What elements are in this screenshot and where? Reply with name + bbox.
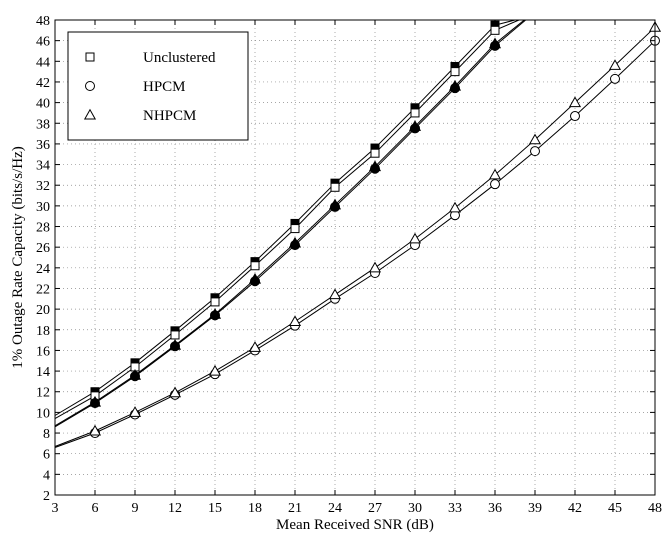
series-3-point bbox=[328, 198, 342, 210]
series-3-point bbox=[488, 37, 502, 49]
series-5-point bbox=[288, 315, 302, 327]
series-5-point bbox=[368, 261, 382, 273]
legend-marker-circle bbox=[85, 81, 95, 91]
series-5-point bbox=[408, 232, 422, 244]
series-3-point bbox=[248, 272, 262, 284]
series-3-point bbox=[168, 339, 182, 350]
y-tick-label: 28 bbox=[36, 221, 50, 236]
series-4-point bbox=[530, 146, 540, 157]
y-tick-label: 22 bbox=[36, 282, 50, 297]
series-1-point bbox=[330, 182, 340, 192]
y-tick-label: 36 bbox=[36, 138, 50, 153]
y-tick-label: 6 bbox=[43, 448, 50, 463]
y-tick-label: 32 bbox=[36, 179, 50, 194]
series-5-point bbox=[128, 406, 142, 417]
series-5-point bbox=[568, 96, 582, 108]
series-markers bbox=[88, 20, 662, 439]
y-tick-label: 30 bbox=[36, 200, 50, 215]
y-tick-label: 18 bbox=[36, 324, 50, 339]
y-tick-label: 4 bbox=[43, 468, 50, 483]
y-tick-label: 48 bbox=[36, 14, 50, 29]
legend: Unclustered HPCM NHPCM bbox=[67, 31, 249, 141]
x-tick-label: 33 bbox=[448, 501, 462, 516]
y-tick-label: 44 bbox=[36, 55, 50, 70]
series-5-line bbox=[54, 26, 656, 447]
x-tick-label: 39 bbox=[528, 501, 542, 516]
series-5-point bbox=[608, 59, 622, 70]
legend-box bbox=[67, 31, 249, 141]
x-tick-label: 24 bbox=[328, 501, 342, 516]
series-1-point bbox=[490, 25, 500, 35]
x-tick-label: 21 bbox=[288, 501, 302, 516]
series-3-point bbox=[368, 160, 382, 172]
y-tick-label: 26 bbox=[36, 241, 50, 256]
y-tick-label: 24 bbox=[36, 262, 50, 277]
x-tick-label: 6 bbox=[92, 501, 99, 516]
series-3-point bbox=[408, 120, 422, 131]
plot-frame bbox=[54, 19, 656, 496]
x-tick-label: 18 bbox=[248, 501, 262, 516]
series-5-point bbox=[328, 288, 342, 300]
y-axis-label: 1% Outage Rate Capacity (bits/s/Hz) bbox=[10, 146, 26, 368]
series-3-point bbox=[288, 236, 302, 248]
series-1-point bbox=[170, 330, 180, 340]
y-tick-label: 38 bbox=[36, 117, 50, 132]
series-3-point bbox=[128, 369, 142, 380]
y-tick-label: 20 bbox=[36, 303, 50, 318]
series-4-line bbox=[54, 40, 656, 448]
series-1-point bbox=[210, 297, 220, 307]
y-tick-label: 40 bbox=[36, 97, 50, 112]
series-5-point bbox=[528, 133, 542, 145]
y-tick-label: 16 bbox=[36, 344, 50, 359]
y-tick-label: 14 bbox=[36, 365, 50, 380]
series-5-point bbox=[448, 201, 462, 213]
x-tick-label: 42 bbox=[568, 501, 582, 516]
y-tick-label: 8 bbox=[43, 427, 50, 442]
y-tick-label: 2 bbox=[43, 489, 50, 504]
x-tick-label: 3 bbox=[52, 501, 59, 516]
y-tick-label: 46 bbox=[36, 35, 50, 50]
axis-ticks: 3 6 9 12 15 18 21 24 27 30 33 36 39 42 45 4824681012141… bbox=[36, 14, 662, 516]
series-5-point bbox=[488, 168, 502, 180]
grid bbox=[55, 20, 655, 495]
series-3-point bbox=[208, 308, 222, 319]
y-tick-label: 12 bbox=[36, 386, 50, 401]
series-5-point bbox=[248, 341, 262, 352]
legend-label: Unclustered bbox=[143, 50, 216, 66]
series-4-point bbox=[490, 179, 500, 190]
legend-label: NHPCM bbox=[143, 108, 196, 124]
series-5-point bbox=[208, 364, 222, 376]
x-axis-label: Mean Received SNR (dB) bbox=[276, 517, 434, 533]
series-5-point bbox=[88, 424, 102, 436]
y-tick-label: 10 bbox=[36, 406, 50, 421]
x-tick-label: 15 bbox=[208, 501, 222, 516]
series-3-point bbox=[88, 395, 102, 407]
legend-marker-triangle bbox=[83, 108, 97, 120]
legend-marker-square bbox=[85, 52, 95, 62]
series-1-point bbox=[250, 261, 260, 271]
y-tick-label: 34 bbox=[36, 159, 50, 174]
x-tick-label: 30 bbox=[408, 501, 422, 516]
series-1-point bbox=[290, 224, 300, 234]
y-tick-label: 42 bbox=[36, 76, 50, 91]
series-1-point bbox=[450, 67, 460, 77]
x-tick-label: 27 bbox=[368, 501, 382, 516]
series-4-point bbox=[570, 111, 580, 122]
series-1-point bbox=[370, 148, 380, 158]
x-tick-label: 12 bbox=[168, 501, 182, 516]
x-tick-label: 9 bbox=[132, 501, 139, 516]
x-tick-label: 36 bbox=[488, 501, 502, 516]
series-3-point bbox=[448, 79, 462, 91]
x-tick-label: 45 bbox=[608, 501, 622, 516]
x-tick-label: 48 bbox=[648, 501, 662, 516]
legend-label: HPCM bbox=[143, 79, 186, 95]
series-5-point bbox=[168, 386, 182, 398]
series-1-point bbox=[410, 108, 420, 118]
series-4-point bbox=[610, 73, 620, 84]
